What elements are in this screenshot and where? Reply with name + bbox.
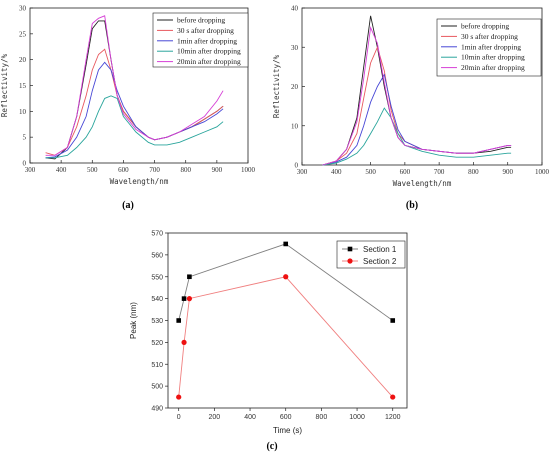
panel-label: (a) <box>122 200 134 211</box>
data-point-square <box>181 296 187 301</box>
panel-label: (c) <box>266 441 277 452</box>
y-tick-label: 490 <box>151 406 163 413</box>
x-tick-label: 300 <box>297 168 308 176</box>
legend-entry: 20min after dropping <box>461 63 525 72</box>
x-tick-label: 700 <box>149 166 160 174</box>
x-tick-label: 1000 <box>535 168 550 176</box>
legend-entry: before dropping <box>177 16 225 25</box>
data-point-circle <box>390 394 396 400</box>
legend-entry: before dropping <box>461 22 509 31</box>
y-tick-label: 20 <box>291 83 299 91</box>
x-tick-label: 500 <box>87 166 98 174</box>
y-tick-label: 10 <box>19 108 27 116</box>
legend-entry: 30 s after dropping <box>177 26 234 35</box>
x-tick-label: 500 <box>365 168 376 176</box>
y-tick-label: 0 <box>23 160 27 168</box>
data-point-square <box>187 274 192 280</box>
series-line-5 <box>45 15 224 156</box>
legend-box <box>436 18 542 77</box>
legend-box <box>336 240 406 269</box>
x-tick-label: 900 <box>212 166 223 174</box>
x-tick-label: 1000 <box>241 166 256 174</box>
y-tick-label: 0 <box>295 162 299 170</box>
x-tick-label: 400 <box>244 414 256 421</box>
y-tick-label: 500 <box>151 384 163 391</box>
data-point-circle <box>283 274 289 280</box>
series-line-5 <box>322 25 512 166</box>
series-line-4 <box>322 107 512 166</box>
data-point-circle <box>186 296 193 302</box>
y-tick-label: 15 <box>19 82 27 90</box>
y-tick-label: 520 <box>151 340 163 347</box>
x-tick-label: 200 <box>209 414 221 421</box>
data-point-circle <box>181 339 187 345</box>
x-tick-label: 800 <box>180 166 191 174</box>
data-point-square <box>390 318 396 323</box>
legend-marker <box>347 246 353 252</box>
x-tick-label: 400 <box>331 168 342 176</box>
legend-entry: Section 2 <box>363 257 397 266</box>
y-tick-label: 5 <box>23 134 27 142</box>
data-point-square <box>176 318 182 323</box>
legend-entry: 1min after dropping <box>177 36 237 45</box>
y-axis-label: Peak (nm) <box>129 302 138 339</box>
x-axis-label: Wavelength/nm <box>393 179 452 188</box>
legend-entry: 1min after dropping <box>461 42 521 51</box>
y-tick-label: 40 <box>291 5 299 13</box>
panel-label: (b) <box>406 200 418 211</box>
x-tick-label: 0 <box>177 414 181 421</box>
x-tick-label: 600 <box>400 168 411 176</box>
legend-entry: 30 s after dropping <box>461 32 518 41</box>
x-tick-label: 1200 <box>385 414 401 421</box>
legend-entry: 10min after dropping <box>461 53 525 62</box>
series-line-2 <box>178 276 394 398</box>
y-tick-label: 10 <box>291 122 299 130</box>
x-tick-label: 1000 <box>349 414 365 421</box>
x-axis-label: Time (s) <box>273 426 302 435</box>
y-tick-label: 510 <box>151 362 163 369</box>
y-tick-label: 20 <box>19 56 27 64</box>
chart-a: 300 400 500 600 700 800 900 1000 0 5 10 15 20 25 30 Wav… <box>0 5 256 212</box>
x-tick-label: 600 <box>118 166 129 174</box>
series-line-3 <box>45 61 224 159</box>
y-tick-label: 30 <box>19 5 27 13</box>
legend-marker <box>347 258 353 264</box>
y-tick-label: 550 <box>151 274 163 281</box>
x-axis-label: Wavelength/nm <box>110 177 169 186</box>
chart-c: 0 200 400 600 800 1000 1200 490 500 510 520 530 540 5… <box>129 231 408 452</box>
legend-entry: 10min after dropping <box>177 47 241 56</box>
x-tick-label: 400 <box>56 166 67 174</box>
legend-entry: Section 1 <box>363 245 397 254</box>
x-tick-label: 800 <box>468 168 479 176</box>
x-tick-label: 300 <box>25 166 36 174</box>
x-tick-label: 600 <box>280 414 292 421</box>
y-axis-label: Reflectivity/% <box>272 54 281 118</box>
y-tick-label: 560 <box>151 252 163 259</box>
y-tick-label: 570 <box>151 231 163 238</box>
series-line-4 <box>45 95 224 159</box>
legend-box <box>152 12 249 68</box>
y-tick-label: 530 <box>151 318 163 325</box>
x-tick-label: 700 <box>434 168 445 176</box>
y-tick-label: 540 <box>151 296 163 303</box>
chart-b: 300 400 500 600 700 800 900 1000 0 10 20 30 40 Wavele… <box>272 5 550 212</box>
x-tick-label: 800 <box>316 414 328 421</box>
y-axis-label: Reflectivity/% <box>0 53 9 117</box>
y-tick-label: 30 <box>291 44 299 52</box>
x-tick-label: 900 <box>502 168 513 176</box>
y-tick-label: 25 <box>19 30 27 38</box>
legend-entry: 20min after dropping <box>177 57 241 66</box>
data-point-square <box>283 241 289 247</box>
data-point-circle <box>176 394 182 400</box>
